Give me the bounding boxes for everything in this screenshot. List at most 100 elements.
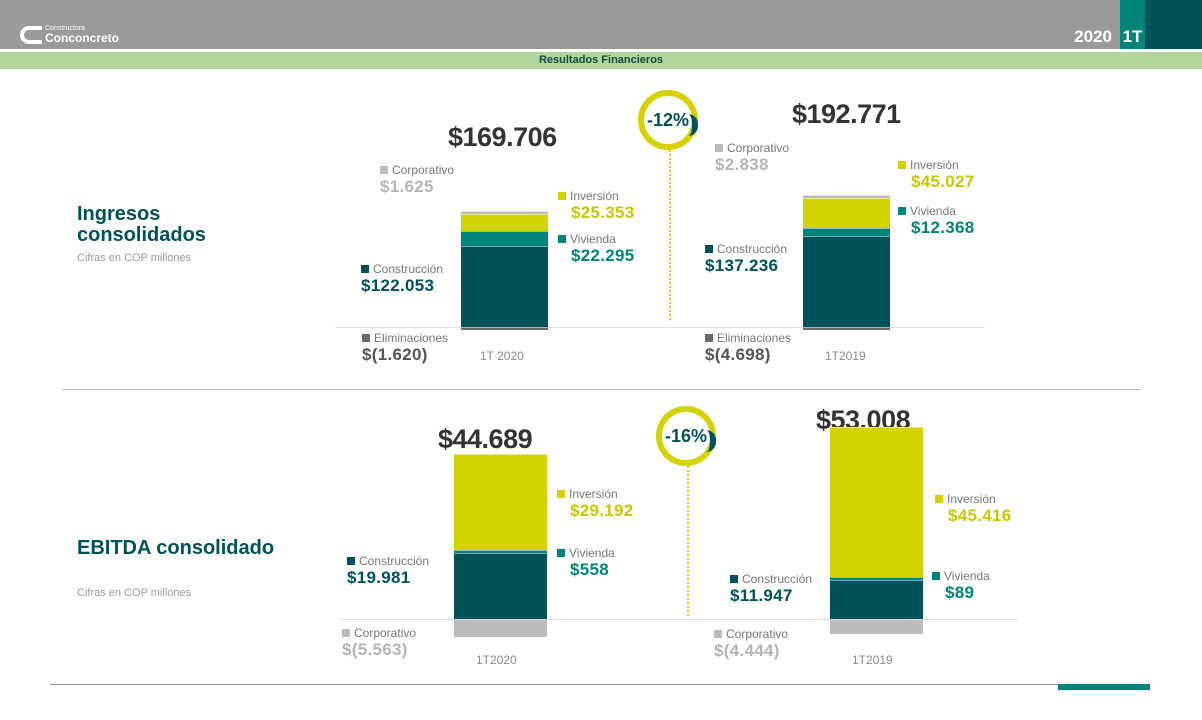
data-label: $45.416 (948, 506, 1012, 525)
legend-swatch-icon (935, 495, 943, 503)
data-label: $(5.563) (342, 640, 408, 659)
legend-swatch-icon (898, 207, 906, 215)
change-value: -16% (664, 426, 708, 446)
bar-segment-corporativo (803, 194, 890, 198)
bar-segment-vivienda (454, 550, 547, 553)
logo: Constructora Conconcreto (20, 25, 119, 44)
category-label: 1T2020 (476, 653, 517, 667)
bar-segment-construccion (803, 235, 890, 327)
legend-swatch-icon (898, 161, 906, 169)
data-label: $2.838 (715, 155, 769, 174)
data-label: $(4.444) (714, 641, 780, 660)
header-bar (0, 0, 1202, 49)
legend-text: Construcción (373, 262, 444, 276)
legend-label: Inversión (935, 492, 996, 506)
legend-text: Vivienda (944, 569, 990, 583)
category-label: 1T2019 (825, 349, 866, 363)
footer-accent (1058, 684, 1150, 690)
legend-text: Corporativo (392, 163, 455, 177)
legend-text: Inversión (910, 158, 959, 172)
legend-label: Inversión (557, 487, 618, 501)
bar-segment-eliminaciones (461, 327, 548, 330)
legend-text: Corporativo (354, 626, 417, 640)
legend-swatch-icon (558, 192, 566, 200)
data-label: $22.295 (571, 246, 635, 265)
change-badge: -12% (638, 90, 698, 150)
legend-text: Construcción (359, 554, 430, 568)
logo-mark-icon (20, 25, 42, 44)
bar-segment-inversion (461, 214, 548, 232)
badge-arc (688, 114, 698, 136)
data-label: $1.625 (380, 177, 434, 196)
data-label: $(4.698) (705, 345, 771, 364)
legend-swatch-icon (714, 630, 722, 638)
legend-text: Vivienda (569, 546, 615, 560)
bar-segment-construccion (454, 553, 547, 619)
legend-text: Inversión (570, 189, 619, 203)
data-label: $29.192 (570, 501, 634, 520)
bar-segment-corporativo (830, 619, 923, 634)
logo-small-text: Constructora (45, 25, 86, 32)
bar-segment-construccion (461, 246, 548, 327)
bar-segment-corporativo (461, 211, 548, 215)
axis-line (335, 327, 985, 328)
legend-swatch-icon (380, 166, 388, 174)
legend-label: Corporativo (714, 627, 788, 641)
bar-segment-eliminaciones (803, 327, 890, 331)
legend-label: Corporativo (715, 141, 789, 155)
bar-segment-construccion (830, 579, 923, 619)
legend-label: Vivienda (558, 232, 616, 246)
legend-text: Vivienda (910, 204, 956, 218)
data-label: $89 (945, 583, 975, 602)
legend-label: Vivienda (932, 569, 990, 583)
legend-swatch-icon (342, 629, 350, 637)
legend-swatch-icon (347, 557, 355, 565)
category-label: 1T 2020 (480, 349, 524, 363)
data-label: $558 (570, 560, 610, 579)
legend-label: Vivienda (557, 546, 615, 560)
chart-title: Ingresos consolidados (77, 203, 206, 246)
section-divider (62, 389, 1140, 390)
year: 2020 (1074, 27, 1112, 46)
legend-swatch-icon (557, 490, 565, 498)
legend-label: Corporativo (380, 163, 454, 177)
legend-text: Inversión (569, 487, 618, 501)
data-label: $(1.620) (362, 345, 428, 364)
legend-label: Construcción (730, 572, 812, 586)
separator-dots (669, 150, 671, 320)
data-label: $11.947 (730, 586, 793, 605)
legend-label: Eliminaciones (705, 331, 791, 345)
data-label: $137.236 (705, 256, 779, 275)
data-label: $19.981 (347, 568, 411, 587)
bar-segment-inversion (803, 197, 890, 228)
bar-total: $192.771 (792, 99, 901, 129)
data-label: $12.368 (911, 218, 975, 237)
legend-label: Inversión (558, 189, 619, 203)
quarter: 1T (1120, 0, 1145, 49)
section-band: Resultados Financieros (0, 52, 1202, 69)
legend-text: Construcción (742, 572, 813, 586)
legend-label: Eliminaciones (362, 331, 448, 345)
legend-label: Construcción (705, 242, 787, 256)
legend-label: Construcción (347, 554, 429, 568)
legend-swatch-icon (932, 572, 940, 580)
legend-swatch-icon (715, 144, 723, 152)
change-badge: -16% (656, 406, 716, 466)
legend-swatch-icon (557, 549, 565, 557)
legend-text: Corporativo (726, 627, 789, 641)
legend-swatch-icon (730, 575, 738, 583)
bar-segment-vivienda (461, 231, 548, 246)
legend-text: Vivienda (570, 232, 616, 246)
bar-total: $44.689 (438, 424, 533, 454)
legend-swatch-icon (361, 265, 369, 273)
chart-subtitle: Cifras en COP millones (77, 252, 192, 264)
category-label: 1T2019 (852, 653, 893, 667)
bar-segment-inversion (830, 426, 923, 577)
legend-swatch-icon (705, 334, 713, 342)
data-label: $45.027 (911, 172, 975, 191)
data-label: $122.053 (361, 276, 435, 295)
legend-label: Vivienda (898, 204, 956, 218)
header-accent (1145, 0, 1202, 49)
legend-text: Eliminaciones (374, 331, 449, 345)
data-label: $25.353 (571, 203, 635, 222)
